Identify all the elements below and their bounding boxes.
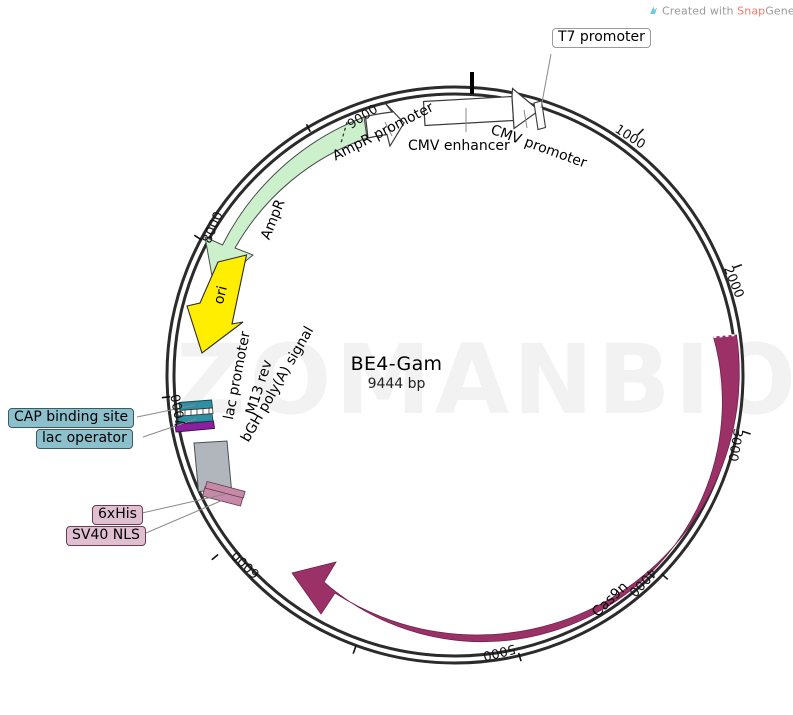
credit-prefix: Created with	[662, 4, 738, 18]
backbone-outer-circle	[165, 85, 745, 665]
feature-m13-rev	[179, 407, 214, 417]
snapgene-credit: Created with SnapGene®	[648, 4, 793, 18]
label-t7-promoter[interactable]: T7 promoter	[552, 28, 651, 48]
credit-gene: Gene	[765, 4, 793, 18]
feature-ampr-promoter	[364, 102, 405, 148]
feature-t7-promoter	[533, 100, 547, 131]
feature-ori	[186, 254, 248, 354]
plasmid-size: 9444 bp	[367, 376, 426, 392]
tick-marks	[161, 123, 751, 662]
label-cap-binding-site[interactable]: CAP binding site	[8, 408, 135, 428]
credit-snap: Snap	[737, 4, 766, 18]
feature-cmv-promoter	[511, 87, 540, 130]
page-title: BE4-Gam	[350, 353, 443, 375]
label-lac-operator[interactable]: lac operator	[36, 429, 133, 449]
feature-cmv-enhancer	[422, 95, 515, 127]
label-6xhis[interactable]: 6xHis	[92, 505, 143, 525]
callout-leader-lines	[136, 53, 552, 534]
snapgene-logo-icon	[648, 5, 659, 16]
watermark-zomanbio: ZOMANBIO	[176, 324, 793, 436]
feature-cas9n	[291, 334, 740, 642]
label-cmv-enhancer[interactable]: CMV enhancer	[408, 138, 510, 154]
label-sv40-nls[interactable]: SV40 NLS	[66, 526, 146, 546]
feature-6xhis	[204, 480, 246, 499]
